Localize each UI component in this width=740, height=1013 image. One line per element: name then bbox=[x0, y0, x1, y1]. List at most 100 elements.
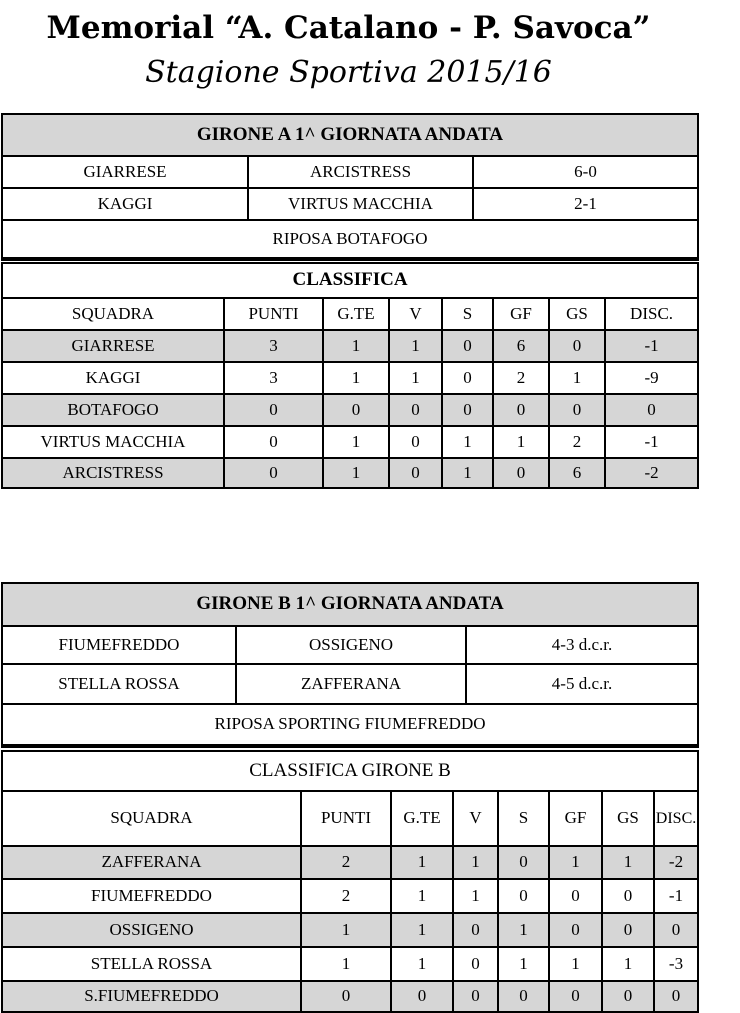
column-header: GF bbox=[492, 297, 550, 331]
stat-cell: 0 bbox=[548, 393, 606, 427]
standings-row: KAGGI 3 1 1 0 2 1 -9 bbox=[1, 361, 700, 395]
stat-cell: 2 bbox=[300, 845, 392, 880]
team-name: ZAFFERANA bbox=[1, 845, 302, 880]
column-header: S bbox=[497, 790, 550, 847]
stat-cell: 1 bbox=[601, 946, 655, 982]
stat-cell: 3 bbox=[223, 361, 324, 395]
standings-header: SQUADRA PUNTI G.TE V S GF GS DISC. bbox=[1, 790, 700, 847]
standings-row: ZAFFERANA 2 1 1 0 1 1 -2 bbox=[1, 845, 700, 880]
stat-cell: 1 bbox=[497, 912, 550, 948]
column-header: S bbox=[441, 297, 494, 331]
matches-table: GIRONE B 1^ GIORNATA ANDATA FIUMEFREDDO OS… bbox=[0, 582, 700, 748]
page-title: Memorial “A. Catalano - P. Savoca” bbox=[46, 10, 651, 46]
home-team: KAGGI bbox=[1, 187, 249, 221]
column-header: SQUADRA bbox=[1, 297, 225, 331]
stat-cell: 0 bbox=[390, 980, 454, 1013]
stat-cell: -2 bbox=[603, 457, 700, 489]
stat-cell: 0 bbox=[548, 878, 603, 914]
standings-row: BOTAFOGO 0 0 0 0 0 0 0 bbox=[1, 393, 700, 427]
resting-team: RIPOSA BOTAFOGO bbox=[1, 219, 699, 260]
match-row: KAGGI VIRTUS MACCHIA 2-1 bbox=[1, 187, 699, 221]
home-team: GIARRESE bbox=[1, 155, 249, 189]
stat-cell: 0 bbox=[601, 980, 655, 1013]
stat-cell: 0 bbox=[492, 393, 550, 427]
stat-cell: -1 bbox=[652, 878, 700, 914]
stat-cell: 0 bbox=[601, 878, 655, 914]
stat-cell: 0 bbox=[652, 912, 700, 948]
column-header: GS bbox=[548, 297, 606, 331]
stat-cell: 2 bbox=[300, 878, 392, 914]
stat-cell: 2 bbox=[492, 361, 550, 395]
column-header: V bbox=[388, 297, 443, 331]
stat-cell: 0 bbox=[223, 393, 324, 427]
standings-row: ARCISTRESS 0 1 0 1 0 6 -2 bbox=[1, 457, 700, 489]
team-name: GIARRESE bbox=[1, 329, 225, 363]
stat-cell: 1 bbox=[390, 946, 454, 982]
match-row: FIUMEFREDDO OSSIGENO 4-3 d.c.r. bbox=[1, 625, 700, 665]
column-header: DISC. bbox=[652, 790, 700, 847]
stat-cell: 1 bbox=[390, 912, 454, 948]
stat-cell: 3 bbox=[223, 329, 324, 363]
stat-cell: 1 bbox=[548, 361, 606, 395]
team-name: S.FIUMEFREDDO bbox=[1, 980, 302, 1013]
column-header: DISC. bbox=[603, 297, 700, 331]
stat-cell: -2 bbox=[652, 845, 700, 880]
standings-header: SQUADRA PUNTI G.TE V S GF GS DISC. bbox=[1, 297, 700, 331]
away-team: OSSIGENO bbox=[235, 625, 467, 665]
stat-cell: 0 bbox=[388, 425, 443, 459]
team-name: BOTAFOGO bbox=[1, 393, 225, 427]
standings-table: CLASSIFICA SQUADRA PUNTI G.TE V S GF GS DISC. GIA… bbox=[0, 262, 700, 489]
away-team: ZAFFERANA bbox=[235, 663, 467, 705]
round-header: GIRONE B 1^ GIORNATA ANDATA bbox=[0, 582, 700, 627]
score: 4-5 d.c.r. bbox=[464, 663, 700, 705]
standings-row: FIUMEFREDDO 2 1 1 0 0 0 -1 bbox=[1, 878, 700, 914]
stat-cell: 0 bbox=[452, 946, 499, 982]
stat-cell: 0 bbox=[223, 457, 324, 489]
standings-row: VIRTUS MACCHIA 0 1 0 1 1 2 -1 bbox=[1, 425, 700, 459]
stat-cell: 1 bbox=[390, 878, 454, 914]
stat-cell: 1 bbox=[548, 845, 603, 880]
standings-row: STELLA ROSSA 1 1 0 1 1 1 -3 bbox=[1, 946, 700, 982]
stat-cell: -1 bbox=[603, 329, 700, 363]
column-header: GF bbox=[548, 790, 603, 847]
stat-cell: 0 bbox=[497, 878, 550, 914]
stat-cell: 6 bbox=[492, 329, 550, 363]
team-name: FIUMEFREDDO bbox=[1, 878, 302, 914]
stat-cell: 0 bbox=[652, 980, 700, 1013]
column-header: G.TE bbox=[390, 790, 454, 847]
stat-cell: 1 bbox=[548, 946, 603, 982]
stat-cell: 1 bbox=[497, 946, 550, 982]
stat-cell: 1 bbox=[300, 912, 392, 948]
stat-cell: 1 bbox=[390, 845, 454, 880]
stat-cell: 0 bbox=[601, 912, 655, 948]
stat-cell: 2 bbox=[548, 425, 606, 459]
team-name: STELLA ROSSA bbox=[1, 946, 302, 982]
stat-cell: 1 bbox=[322, 361, 390, 395]
stat-cell: 0 bbox=[441, 361, 494, 395]
stat-cell: 6 bbox=[548, 457, 606, 489]
stat-cell: -1 bbox=[603, 425, 700, 459]
stat-cell: 1 bbox=[388, 329, 443, 363]
score: 2-1 bbox=[472, 187, 699, 221]
column-header: GS bbox=[601, 790, 655, 847]
stat-cell: 0 bbox=[497, 845, 550, 880]
stat-cell: 1 bbox=[492, 425, 550, 459]
stat-cell: -9 bbox=[603, 361, 700, 395]
stat-cell: 0 bbox=[548, 329, 606, 363]
stat-cell: 0 bbox=[497, 980, 550, 1013]
stat-cell: 0 bbox=[300, 980, 392, 1013]
stat-cell: 0 bbox=[441, 393, 494, 427]
stat-cell: 1 bbox=[322, 329, 390, 363]
column-header: G.TE bbox=[322, 297, 390, 331]
stat-cell: -3 bbox=[652, 946, 700, 982]
stat-cell: 0 bbox=[548, 912, 603, 948]
stat-cell: 1 bbox=[322, 457, 390, 489]
stat-cell: 0 bbox=[388, 393, 443, 427]
column-header: PUNTI bbox=[223, 297, 324, 331]
standings-row: OSSIGENO 1 1 0 1 0 0 0 bbox=[1, 912, 700, 948]
stat-cell: 0 bbox=[548, 980, 603, 1013]
home-team: FIUMEFREDDO bbox=[1, 625, 237, 665]
stat-cell: 1 bbox=[601, 845, 655, 880]
matches-table: GIRONE A 1^ GIORNATA ANDATA GIARRESE ARCIS… bbox=[1, 113, 699, 261]
stat-cell: 1 bbox=[441, 425, 494, 459]
